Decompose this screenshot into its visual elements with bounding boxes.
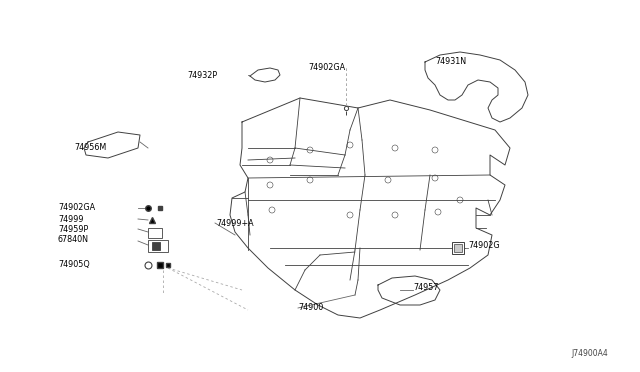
Bar xyxy=(452,242,464,254)
Bar xyxy=(454,244,462,252)
Text: J74900A4: J74900A4 xyxy=(572,349,608,358)
Polygon shape xyxy=(84,132,140,158)
Text: 74905Q: 74905Q xyxy=(58,260,90,269)
Text: 74902GA: 74902GA xyxy=(58,203,95,212)
Text: 74902G: 74902G xyxy=(468,241,500,250)
Polygon shape xyxy=(230,98,510,318)
Text: 74999+A: 74999+A xyxy=(216,218,253,228)
Bar xyxy=(148,228,162,238)
Polygon shape xyxy=(378,276,440,305)
Text: 74956M: 74956M xyxy=(74,144,106,153)
Text: 74931N: 74931N xyxy=(435,58,466,67)
Polygon shape xyxy=(425,52,528,122)
Text: 74999: 74999 xyxy=(58,215,83,224)
Bar xyxy=(152,242,160,250)
Text: 74957: 74957 xyxy=(413,283,438,292)
Text: 74959P: 74959P xyxy=(58,224,88,234)
Text: 67840N: 67840N xyxy=(58,235,89,244)
Text: 74932P: 74932P xyxy=(188,71,218,80)
Polygon shape xyxy=(250,68,280,82)
Bar xyxy=(148,240,168,252)
Text: 74902GA: 74902GA xyxy=(308,64,345,73)
Text: 74900: 74900 xyxy=(298,304,323,312)
